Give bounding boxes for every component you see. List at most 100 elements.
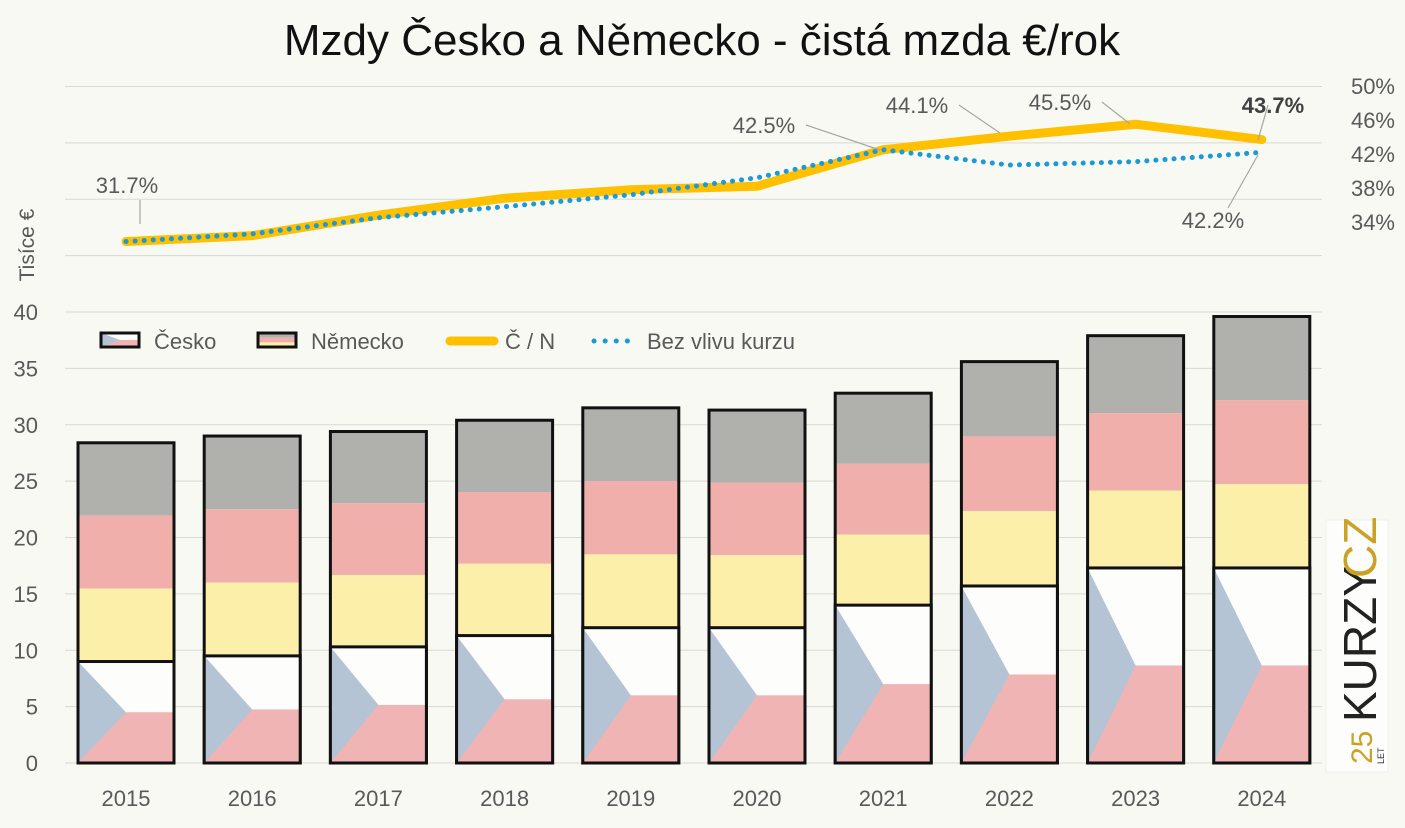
swatch [101, 340, 139, 347]
bar-group-2015 [76, 441, 176, 765]
swatch-border [99, 331, 141, 349]
annotation-label: 44.1% [886, 93, 948, 118]
bar-de-gold [78, 588, 174, 662]
bar-de-black [835, 393, 932, 464]
legend [99, 331, 635, 349]
bar-cz-blue [835, 605, 884, 763]
y2-tick-label: 46% [1351, 108, 1395, 133]
bar-group-2021 [833, 391, 933, 765]
bar-de-red [456, 492, 553, 564]
bar-czechia [1212, 566, 1312, 765]
bar-cz-blue [1087, 567, 1136, 763]
y-tick-label: 30 [14, 413, 38, 438]
y-tick-label: 40 [14, 300, 38, 325]
bar-czechia [1086, 566, 1186, 765]
bar-de-red [1213, 400, 1310, 485]
annotation-leader [1101, 101, 1131, 125]
bar-de-black [330, 431, 427, 504]
bar-czechia [959, 584, 1059, 765]
bar-de-red [78, 515, 174, 589]
annotation-label: 42.5% [733, 113, 795, 138]
annotation-label: 31.7% [96, 173, 158, 198]
bar-de-red [961, 436, 1058, 512]
bar-cz-blue [78, 661, 126, 763]
bar-de-black [582, 407, 679, 482]
annotation-label: 45.5% [1029, 90, 1091, 115]
legend-label-nemecko: Německo [311, 329, 404, 354]
y-tick-label: 0 [26, 751, 38, 776]
swatch [101, 333, 120, 347]
x-tick-label: 2021 [859, 786, 908, 811]
bar-cz-blue [961, 585, 1010, 763]
legend-swatch-nemecko [256, 331, 298, 349]
bar-de-black [1087, 335, 1184, 414]
y-tick-label: 15 [14, 582, 38, 607]
x-tick-label: 2019 [606, 786, 655, 811]
y2-tick-label: 38% [1351, 176, 1395, 201]
bar-cz-blue [456, 635, 505, 763]
bar-de-gold [330, 575, 427, 647]
bar-de-red [1087, 413, 1184, 491]
bar-de-black [78, 442, 174, 516]
bar-de-gold [204, 582, 301, 656]
bar-czechia [328, 645, 428, 765]
bar-cz-blue [204, 655, 253, 763]
line-ratio [121, 119, 1267, 247]
y2-tick-label: 50% [1351, 74, 1395, 99]
bar-group-2022 [959, 360, 1059, 765]
bar-group-2018 [455, 418, 555, 765]
bar-de-black [204, 436, 301, 510]
swatch [258, 342, 296, 348]
logo-25: 25 [1346, 731, 1379, 764]
legend-label-ratio: Č / N [505, 329, 555, 354]
x-tick-label: 2016 [228, 786, 277, 811]
annotation-leader [805, 124, 881, 151]
y-tick-label: 10 [14, 638, 38, 663]
legend-label-cesko: Česko [154, 329, 216, 354]
x-tick-label: 2023 [1111, 786, 1160, 811]
bar-de-gold [1213, 484, 1310, 568]
bar-czechia [581, 626, 681, 765]
y2-tick-label: 34% [1351, 210, 1395, 235]
bar-cz-blue [709, 627, 757, 763]
x-tick-label: 2017 [354, 786, 403, 811]
bar-group-2024 [1212, 315, 1312, 765]
logo-bg [1325, 519, 1389, 773]
legend-label-no-fx: Bez vlivu kurzu [647, 329, 795, 354]
bar-cz-blue [330, 646, 379, 763]
bar-de-gold [456, 563, 553, 636]
swatch [258, 337, 296, 343]
y-axis-label: Tisíce € [16, 208, 39, 281]
bar-de-gold [961, 511, 1058, 586]
bar-de-red [330, 503, 427, 576]
bar-group-2020 [707, 408, 807, 765]
annotation-leader [958, 104, 1001, 134]
swatch [101, 333, 139, 340]
x-tick-label: 2015 [102, 786, 151, 811]
bar-czechia [202, 654, 302, 765]
bar-group-2017 [328, 430, 428, 765]
bar-de-gold [1087, 490, 1184, 568]
y-tick-label: 20 [14, 526, 38, 551]
bar-de-gold [582, 554, 679, 628]
line-no-fx [123, 147, 1265, 245]
legend-swatch-cesko [99, 331, 141, 349]
swatch-border [256, 331, 298, 349]
bar-czechia [76, 660, 176, 765]
bar-de-red [835, 463, 932, 535]
y2-tick-label: 42% [1351, 142, 1395, 167]
bar-de-red [582, 481, 679, 555]
bar-de-gold [709, 555, 805, 628]
bar-cz-blue [582, 627, 631, 763]
bar-czechia [707, 626, 807, 765]
annotation-label: 43.7% [1242, 93, 1304, 118]
bar-czechia [833, 603, 933, 765]
bar-de-black [709, 410, 805, 483]
bar-group-2023 [1086, 334, 1186, 765]
y-tick-label: 25 [14, 469, 38, 494]
swatch [258, 333, 296, 338]
x-tick-label: 2018 [480, 786, 529, 811]
bar-de-black [1213, 316, 1310, 401]
